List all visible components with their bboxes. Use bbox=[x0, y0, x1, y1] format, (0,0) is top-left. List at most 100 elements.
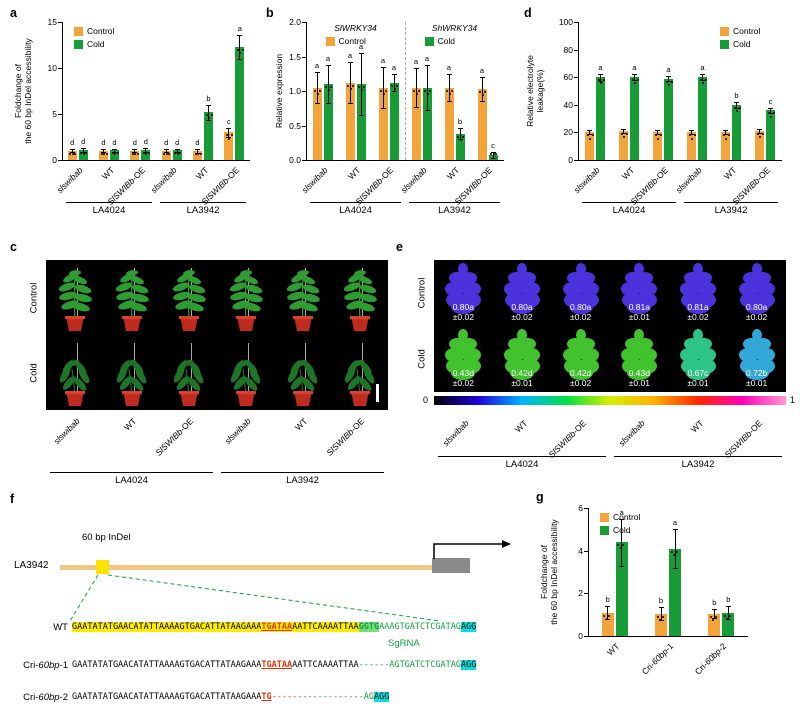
seq-segment: GAATATATGAACATATTAAAAGTGACATTATAAGAAA bbox=[72, 622, 262, 632]
error-cap bbox=[358, 53, 364, 55]
data-point bbox=[137, 152, 140, 155]
error-bar bbox=[360, 53, 362, 116]
fvfm-value: 0.72b ±0.01 bbox=[727, 368, 786, 388]
data-point bbox=[699, 79, 702, 82]
fvfm-mean: 0.81a bbox=[628, 302, 650, 312]
sig-letter: a bbox=[358, 42, 364, 52]
sig-letter: a bbox=[632, 63, 637, 73]
accession-line bbox=[438, 456, 606, 457]
label-part: slswibab bbox=[398, 165, 429, 196]
fvfm-mean: 0.43d bbox=[628, 368, 650, 378]
data-point bbox=[85, 151, 88, 154]
seq-segment: ------ bbox=[358, 660, 390, 670]
bar-cold-1 bbox=[630, 77, 639, 160]
wilted-plant-image bbox=[47, 337, 103, 414]
error-cap bbox=[69, 152, 75, 154]
genotype-label: SlSWIBb-OE bbox=[722, 418, 764, 460]
scale-max-label: 1 bbox=[790, 395, 796, 405]
data-point bbox=[634, 82, 637, 85]
sig-letter: d bbox=[164, 138, 169, 148]
error-cap bbox=[457, 128, 463, 130]
data-point bbox=[100, 152, 103, 155]
error-cap bbox=[195, 148, 200, 150]
plant-photo bbox=[274, 262, 331, 334]
data-point bbox=[148, 151, 151, 154]
error-cap bbox=[587, 130, 592, 132]
error-cap bbox=[734, 102, 739, 104]
error-cap bbox=[672, 567, 678, 569]
x-axis-line bbox=[578, 160, 782, 161]
data-point bbox=[131, 152, 134, 155]
seq-name: Cri-60bp-2 bbox=[10, 692, 68, 703]
bar-control-4 bbox=[193, 150, 202, 160]
data-point bbox=[314, 89, 316, 92]
bar-cold-3 bbox=[172, 150, 182, 160]
accession-label: LA3942 bbox=[714, 205, 748, 216]
error-cap bbox=[700, 74, 705, 76]
panel-f-label: f bbox=[10, 492, 15, 506]
data-point bbox=[74, 152, 77, 155]
error-cap bbox=[391, 91, 397, 92]
error-bar bbox=[393, 74, 395, 91]
label-part: SlSWIBb bbox=[324, 426, 356, 458]
label-part: SlSWIBb bbox=[153, 426, 185, 458]
genotype-label: slswibab bbox=[674, 165, 704, 195]
genotype-label: slswibab bbox=[299, 165, 329, 195]
y-axis-line bbox=[62, 22, 63, 160]
data-point bbox=[736, 110, 739, 112]
plant-fluorescence-image bbox=[558, 327, 604, 386]
genotype-label: slswibab bbox=[222, 416, 252, 446]
bar-control-0 bbox=[312, 87, 322, 160]
error-cap bbox=[619, 518, 625, 520]
error-cap bbox=[598, 73, 603, 75]
error-cap bbox=[143, 151, 149, 153]
y-tick-label: 80 bbox=[563, 44, 573, 55]
error-cap bbox=[80, 151, 86, 153]
tss-arrow-icon bbox=[433, 540, 511, 559]
legend-swatch-cold bbox=[720, 39, 729, 49]
fvfm-cell: 0.80a ±0.02 bbox=[551, 260, 610, 326]
label-part: WT bbox=[688, 418, 706, 435]
genotype-label: slswibab bbox=[149, 165, 179, 195]
data-point bbox=[327, 89, 330, 92]
x-axis-line bbox=[62, 160, 250, 161]
data-point bbox=[111, 152, 114, 155]
data-point bbox=[723, 614, 726, 617]
fvfm-sd: ±0.01 bbox=[687, 378, 709, 389]
gene-box bbox=[432, 558, 470, 573]
fvfm-mean: 0.80a bbox=[746, 302, 768, 312]
legend-swatch-cold bbox=[600, 525, 609, 535]
label-part: slswibab bbox=[440, 418, 471, 449]
genotype-label: WT bbox=[346, 165, 362, 181]
error-cap bbox=[711, 609, 717, 611]
error-cap bbox=[734, 107, 739, 109]
label-part: WT bbox=[53, 622, 68, 633]
y-tick-label: 1.5 bbox=[289, 51, 301, 62]
error-bar bbox=[197, 148, 198, 153]
error-bar bbox=[668, 75, 669, 82]
error-bar bbox=[674, 529, 676, 568]
error-bar bbox=[727, 606, 729, 619]
error-cap bbox=[413, 68, 419, 70]
fvfm-value: 0.81a ±0.02 bbox=[669, 302, 728, 322]
error-cap bbox=[380, 66, 386, 68]
bar-cold-3 bbox=[698, 77, 707, 160]
accession-label: LA4024 bbox=[505, 459, 539, 470]
accession-label: LA3942 bbox=[438, 205, 471, 216]
data-point bbox=[670, 80, 673, 83]
genotype-label: WT bbox=[722, 165, 738, 181]
error-cap bbox=[632, 79, 637, 81]
data-point bbox=[418, 89, 421, 92]
data-point bbox=[459, 138, 462, 141]
y-tick bbox=[58, 68, 62, 69]
bar-control-1 bbox=[619, 131, 628, 160]
genotype-label: WT bbox=[194, 165, 210, 181]
seq-segment: AGG bbox=[460, 622, 477, 632]
plant-photo bbox=[217, 262, 274, 334]
fvfm-mean: 0.42d bbox=[511, 368, 533, 378]
error-bar bbox=[621, 518, 623, 566]
error-cap bbox=[666, 81, 671, 83]
scale-min-label: 0 bbox=[423, 395, 429, 405]
seq-segment: ----- bbox=[271, 692, 298, 702]
data-point bbox=[142, 151, 145, 154]
